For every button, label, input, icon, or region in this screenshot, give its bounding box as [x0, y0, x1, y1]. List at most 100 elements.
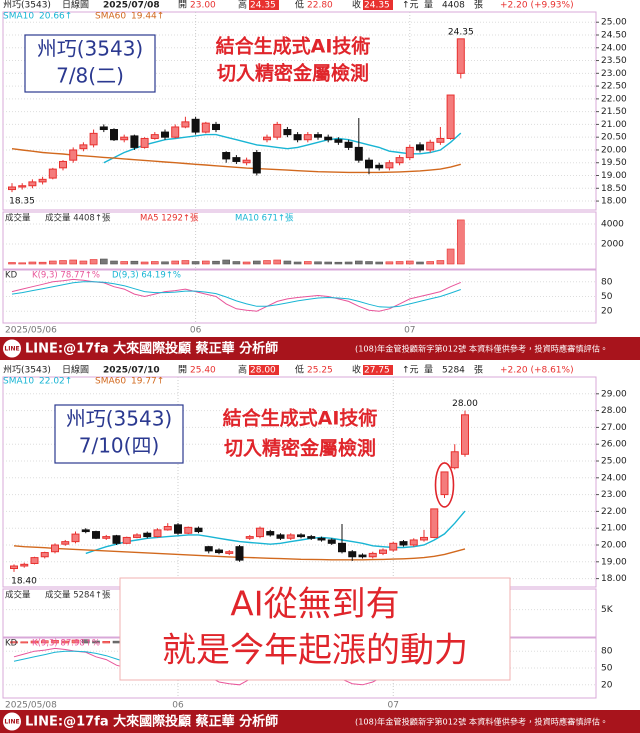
candle-body [242, 159, 251, 164]
candle-body [215, 549, 223, 554]
candle-body [18, 185, 27, 188]
y-tick-label: 23.00 [601, 490, 627, 500]
annotation-stock: 州巧(3543) [66, 407, 173, 431]
header-highlight [249, 365, 279, 375]
candle-body [8, 186, 16, 191]
volume-bar [69, 259, 77, 265]
candle-body [456, 38, 465, 74]
y-tick-label: 20.00 [601, 145, 627, 155]
candle-body [204, 546, 213, 552]
volume-bar [354, 260, 363, 265]
header-field: +2.20 (+8.61%) [500, 366, 574, 376]
volume-bar [324, 261, 333, 265]
candle-body [450, 451, 459, 469]
header-field: 24.35 [250, 1, 276, 11]
candle-body [120, 136, 129, 141]
header-field: 22.80 [307, 1, 333, 11]
header-field: ↑元 [402, 366, 419, 376]
volume-bar [283, 260, 292, 265]
header-highlight [363, 365, 393, 375]
header-field: 日線圖 [62, 0, 89, 11]
header-field: 日線圖 [62, 364, 89, 376]
panel-title: 成交量 [5, 213, 31, 224]
candle-body [222, 152, 231, 160]
header-field: 低 [295, 364, 304, 376]
volume-bar [51, 640, 59, 644]
y-tick-label: 22.00 [601, 94, 627, 104]
candle-body [69, 149, 78, 161]
volume-bar [71, 639, 80, 644]
candle-body [245, 536, 254, 539]
candle-body [79, 144, 88, 150]
y-tick-label: 18.50 [601, 184, 627, 194]
header-field: 量 [424, 365, 433, 376]
y-tick-label: 50 [601, 664, 613, 674]
y-tick-label: 29.00 [601, 389, 627, 399]
candle-body [399, 541, 408, 546]
y-tick-label: 24.00 [601, 43, 627, 53]
overlay-box [119, 577, 511, 681]
low-label: 18.35 [9, 197, 35, 207]
header-highlight [363, 0, 393, 10]
header-highlight [249, 0, 279, 10]
y-tick-label: 20.00 [601, 541, 627, 551]
candle-body [440, 471, 449, 496]
legend-name: SMA10 [3, 12, 34, 22]
volume-bar [8, 262, 16, 265]
candle-body [354, 146, 363, 161]
y-tick-label: 20.50 [601, 133, 627, 143]
y-tick-label: 21.50 [601, 107, 627, 117]
ma-line [85, 510, 466, 555]
candle-body [327, 539, 336, 544]
volume-bar [416, 261, 424, 265]
chart: 州巧(3543) 日線圖 2025/07/08 開 23.00 高 24.35 低 22.80 收… [0, 0, 640, 360]
candle-body [92, 531, 100, 539]
candle-body [389, 542, 398, 551]
candle-body [81, 529, 90, 533]
y-tick-label: 20 [601, 680, 613, 690]
x-tick-label: 06 [172, 701, 184, 711]
header-field: 收 [352, 0, 361, 11]
candle-body [40, 552, 49, 558]
header-field: 張 [474, 0, 483, 11]
candle-body [334, 139, 343, 143]
candle-body [174, 524, 182, 534]
volume-bar [40, 640, 49, 644]
volume-bar [140, 261, 149, 265]
candle-body [71, 533, 80, 543]
kd-line [11, 278, 461, 312]
volume-bar [436, 260, 445, 265]
banner-note: (108)年金管投顧新字第012號 本資料僅供參考，投資時應審慎評估。 [355, 717, 608, 727]
panel-frame [2, 211, 597, 270]
volume-legend: 成交量 5284↑張 [45, 590, 111, 601]
y-tick-label: 25.00 [601, 18, 627, 28]
header-field: 州巧(3543) [3, 365, 51, 376]
volume-bar [81, 639, 90, 644]
candle-body [395, 157, 404, 164]
legend-name: SMA10 [3, 377, 34, 387]
chart: 州巧(3543) 日線圖 2025/07/10 開 25.40 高 28.00 低 25.25 收… [0, 364, 640, 733]
legend-name: SMA60 [95, 377, 126, 387]
candle-body [28, 181, 37, 187]
candle-body [102, 536, 111, 539]
candle-body [283, 129, 292, 136]
annotation-line: 切入精密金屬檢測 [217, 62, 369, 85]
volume-bar [375, 261, 384, 265]
annotation-box [24, 34, 156, 93]
legend-value: 20.66↑ [39, 12, 72, 22]
candle-body [130, 135, 139, 148]
y-tick-label: 21.00 [601, 120, 627, 130]
annotation-date: 7/8(二) [56, 64, 124, 88]
volume-bar [293, 261, 302, 265]
y-tick-label: 19.00 [601, 171, 627, 181]
candle-body [212, 123, 220, 131]
panel-title: KD [5, 271, 18, 281]
candle-body [133, 534, 141, 538]
x-tick-label: 2025/05/06 [5, 326, 57, 336]
legend-value: 19.44↑ [131, 12, 164, 22]
legend-name: SMA60 [95, 12, 126, 22]
volume-bar [89, 259, 98, 265]
candle-body [307, 536, 316, 539]
y-tick-label: 20 [601, 307, 613, 317]
